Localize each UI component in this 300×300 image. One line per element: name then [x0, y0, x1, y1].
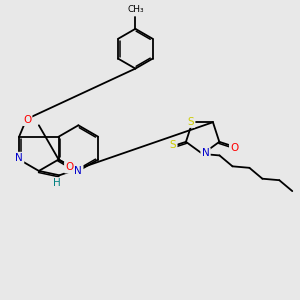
- Text: N: N: [15, 153, 23, 163]
- Text: S: S: [169, 140, 176, 150]
- Text: H: H: [53, 178, 61, 188]
- Text: S: S: [188, 117, 194, 127]
- Text: CH₃: CH₃: [128, 4, 144, 14]
- Text: O: O: [23, 115, 31, 125]
- Text: N: N: [202, 148, 209, 158]
- Text: N: N: [74, 166, 82, 176]
- Text: O: O: [65, 162, 74, 172]
- Text: O: O: [230, 143, 238, 153]
